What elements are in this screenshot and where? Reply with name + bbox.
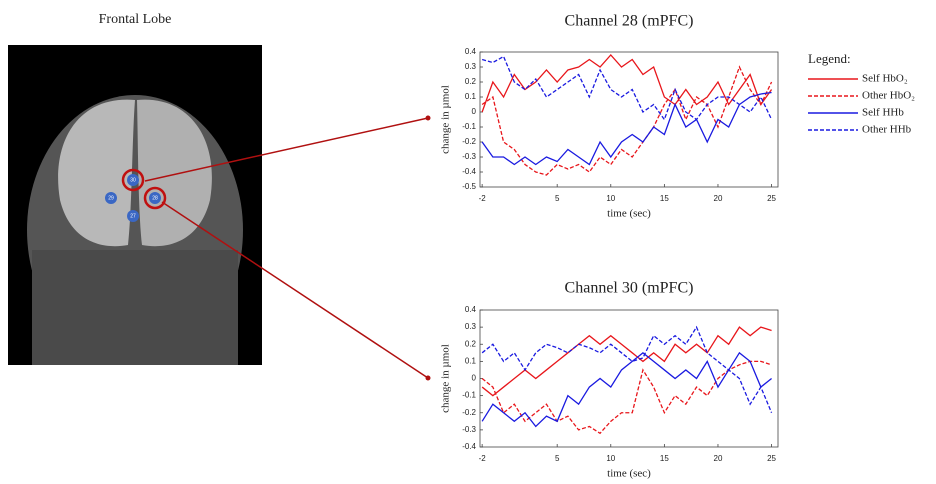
y-tick-label: 0.2 — [465, 77, 477, 86]
y-tick-label: 0 — [472, 374, 477, 383]
connector — [161, 201, 429, 379]
x-tick-label: 10 — [606, 454, 615, 463]
y-axis-label: change in µmol — [440, 344, 452, 413]
y-tick-label: 0.4 — [465, 305, 477, 314]
x-tick-label: 25 — [767, 454, 776, 463]
y-tick-label: -0.1 — [462, 122, 476, 131]
electrode-label: 28 — [152, 195, 158, 201]
y-tick-label: 0 — [472, 107, 477, 116]
connector-dot — [425, 375, 431, 381]
series-line — [481, 65, 773, 176]
x-tick-label: 10 — [606, 194, 615, 203]
highlight-ring — [121, 168, 145, 192]
y-tick-label: 0.3 — [465, 322, 477, 331]
y-axis-label: change in µmol — [440, 85, 452, 154]
series-line — [481, 325, 773, 414]
y-tick-label: 0.4 — [465, 47, 477, 56]
y-tick-label: 0.2 — [465, 339, 477, 348]
x-axis-label: time (sec) — [607, 208, 651, 220]
electrode — [127, 210, 139, 222]
connector-dot — [425, 115, 431, 121]
y-tick-label: 0.3 — [465, 62, 477, 71]
x-tick-label: -2 — [479, 454, 487, 463]
chart-title: Channel 28 (mPFC) — [565, 13, 694, 30]
y-tick-label: -0.2 — [462, 408, 476, 417]
series-line — [481, 91, 772, 166]
legend-title: Legend: — [808, 51, 851, 66]
x-tick-label: 25 — [767, 194, 776, 203]
y-tick-label: -0.5 — [462, 182, 476, 191]
y-tick-label: -0.2 — [462, 137, 476, 146]
x-tick-label: -2 — [479, 194, 487, 203]
brain-title: Frontal Lobe — [99, 12, 172, 27]
electrode-label: 27 — [130, 213, 136, 219]
series-line — [481, 351, 772, 428]
neck — [32, 250, 238, 365]
plot-area — [479, 51, 779, 188]
x-tick-label: 5 — [555, 454, 560, 463]
legend-label: Self HHb — [862, 107, 904, 119]
series-line — [481, 360, 772, 435]
y-tick-label: -0.3 — [462, 152, 476, 161]
series-line — [481, 55, 773, 121]
electrode-label: 30 — [130, 177, 136, 183]
brain-left — [58, 99, 135, 247]
legend-label: Self HbO₂ — [862, 73, 908, 85]
y-tick-label: 0.1 — [465, 92, 477, 101]
brain-right — [137, 99, 212, 247]
x-tick-label: 5 — [555, 194, 560, 203]
y-tick-label: 0.1 — [465, 356, 477, 365]
chart-title: Channel 30 (mPFC) — [565, 280, 694, 297]
electrode-label: 29 — [108, 195, 114, 201]
y-tick-label: -0.3 — [462, 425, 476, 434]
series-line — [481, 326, 772, 397]
y-tick-label: -0.4 — [462, 167, 476, 176]
y-tick-label: -0.4 — [462, 442, 476, 451]
plot-area — [479, 309, 779, 448]
legend-label: Other HbO₂ — [862, 90, 915, 102]
connector — [144, 117, 429, 182]
electrode — [149, 192, 161, 204]
x-tick-label: 20 — [714, 454, 723, 463]
electrode — [105, 192, 117, 204]
x-axis-label: time (sec) — [607, 468, 651, 480]
x-tick-label: 15 — [660, 194, 669, 203]
legend-label: Other HHb — [862, 124, 912, 136]
y-tick-label: -0.1 — [462, 391, 476, 400]
x-tick-label: 20 — [714, 194, 723, 203]
series-line — [481, 54, 773, 113]
x-tick-label: 15 — [660, 454, 669, 463]
highlight-ring — [143, 186, 167, 210]
electrode — [127, 174, 139, 186]
